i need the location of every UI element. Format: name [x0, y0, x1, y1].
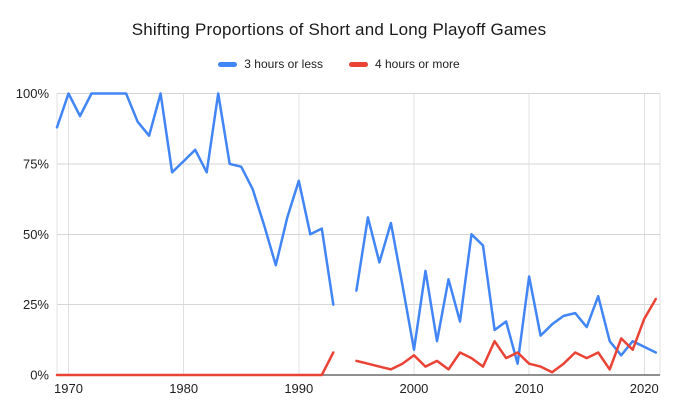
- y-axis-tick-label: 25%: [23, 297, 49, 312]
- x-axis-tick-label: 2010: [515, 381, 544, 396]
- y-axis-tick-label: 0%: [30, 368, 49, 383]
- x-axis-tick-label: 1990: [284, 381, 313, 396]
- x-axis-tick-label: 2020: [630, 381, 659, 396]
- series-line-3-hours-or-less: [55, 92, 658, 365]
- y-axis-tick-label: 75%: [23, 156, 49, 171]
- legend-item-4-hours-or-more: 4 hours or more: [349, 57, 460, 71]
- chart-title: Shifting Proportions of Short and Long P…: [131, 20, 547, 39]
- legend-label-4-hours-or-more: 4 hours or more: [375, 57, 460, 71]
- x-axis-tick-label: 1980: [169, 381, 198, 396]
- legend-item-3-hours-or-less: 3 hours or less: [218, 57, 323, 71]
- y-axis-tick-label: 100%: [16, 86, 50, 101]
- legend-label-3-hours-or-less: 3 hours or less: [244, 57, 323, 71]
- y-axis-tick-label: 50%: [23, 227, 49, 242]
- legend-swatch-red: [349, 61, 368, 67]
- chart-legend: 3 hours or less 4 hours or more: [0, 57, 678, 71]
- series-line-4-hours-or-more: [55, 297, 658, 377]
- legend-swatch-blue: [218, 61, 238, 67]
- x-axis-tick-label: 2000: [399, 381, 428, 396]
- x-axis-tick-label: 1970: [54, 381, 83, 396]
